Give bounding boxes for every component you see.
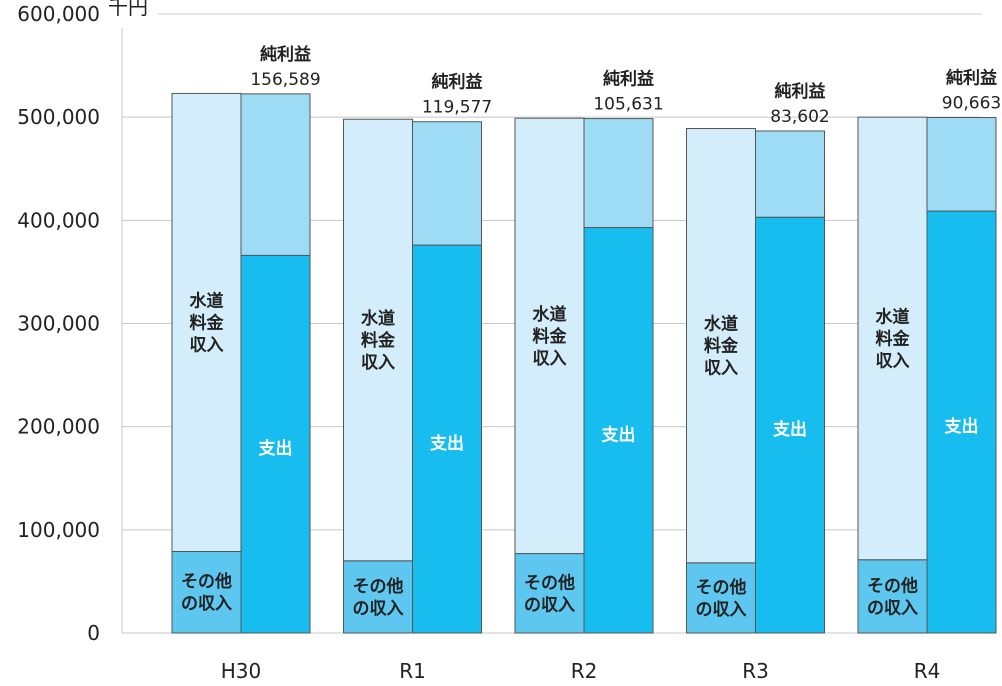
x-tick-label: R2 bbox=[571, 659, 598, 683]
net-profit-value: 105,631 bbox=[593, 95, 663, 115]
y-tick-label: 300,000 bbox=[17, 312, 100, 336]
water-charge-income-label: 水道 bbox=[876, 306, 910, 327]
expense-label: 支出 bbox=[773, 419, 807, 440]
other-income-label: の収入 bbox=[181, 594, 232, 614]
x-tick-label: R1 bbox=[399, 659, 426, 683]
y-axis-ticks: 0 100,000 200,000 300,000 400,000 500,000 600,… bbox=[17, 2, 100, 645]
bar-net-profit bbox=[584, 119, 653, 228]
water-charge-income-label: 水道 bbox=[704, 314, 738, 335]
water-charge-income-label: 料金 bbox=[533, 326, 568, 347]
y-tick-label: 600,000 bbox=[17, 2, 100, 26]
net-profit-title: 純利益 bbox=[432, 72, 483, 93]
other-income-label: その他 bbox=[353, 576, 404, 597]
water-charge-income-label: 料金 bbox=[361, 330, 396, 351]
y-tick-label: 400,000 bbox=[17, 208, 100, 232]
y-axis-unit: 千円 bbox=[108, 0, 148, 19]
other-income-label: の収入 bbox=[524, 595, 575, 615]
water-charge-income-label: 収入 bbox=[361, 353, 395, 373]
bar-net-profit bbox=[756, 131, 825, 217]
water-charge-income-label: 収入 bbox=[876, 351, 910, 371]
water-charge-income-label: 水道 bbox=[190, 290, 224, 311]
water-charge-income-label: 水道 bbox=[361, 308, 395, 329]
x-axis-ticks: H30 R1 R2 R3 R4 bbox=[221, 659, 941, 683]
water-charge-income-label: 収入 bbox=[704, 359, 738, 379]
x-tick-label: R3 bbox=[742, 659, 769, 683]
other-income-label: の収入 bbox=[696, 600, 747, 620]
other-income-label: その他 bbox=[696, 577, 747, 598]
net-profit-value: 83,602 bbox=[770, 107, 829, 127]
net-profit-value: 156,589 bbox=[250, 70, 320, 90]
other-income-label: その他 bbox=[524, 572, 575, 593]
bar-groups: その他の収入水道料金収入支出純利益156,589その他の収入水道料金収入支出純利… bbox=[172, 44, 1001, 633]
expense-label: 支出 bbox=[602, 424, 636, 445]
x-tick-label: H30 bbox=[221, 659, 262, 683]
water-charge-income-label: 収入 bbox=[190, 335, 224, 355]
water-charge-income-label: 収入 bbox=[533, 349, 567, 369]
net-profit-title: 純利益 bbox=[946, 68, 997, 89]
water-charge-income-label: 料金 bbox=[190, 312, 225, 333]
net-profit-value: 119,577 bbox=[422, 98, 492, 118]
water-charge-income-label: 料金 bbox=[704, 336, 739, 357]
other-income-label: その他 bbox=[181, 571, 232, 592]
water-charge-income-label: 水道 bbox=[533, 304, 567, 325]
other-income-label: の収入 bbox=[867, 598, 918, 618]
net-profit-title: 純利益 bbox=[603, 69, 654, 90]
y-tick-label: 200,000 bbox=[17, 415, 100, 439]
y-tick-label: 100,000 bbox=[17, 518, 100, 542]
bar-net-profit bbox=[413, 122, 482, 245]
other-income-label: の収入 bbox=[353, 599, 404, 619]
net-profit-value: 90,663 bbox=[942, 94, 1001, 114]
net-profit-title: 純利益 bbox=[260, 44, 311, 65]
bar-net-profit bbox=[241, 94, 310, 256]
net-profit-title: 純利益 bbox=[775, 81, 826, 102]
y-tick-label: 500,000 bbox=[17, 105, 100, 129]
y-tick-label: 0 bbox=[87, 621, 100, 645]
expense-label: 支出 bbox=[430, 433, 464, 454]
other-income-label: その他 bbox=[867, 575, 918, 596]
expense-label: 支出 bbox=[259, 438, 293, 459]
water-charge-income-label: 料金 bbox=[876, 328, 911, 349]
x-tick-label: R4 bbox=[914, 659, 941, 683]
expense-label: 支出 bbox=[945, 416, 979, 437]
bar-net-profit bbox=[927, 118, 996, 212]
